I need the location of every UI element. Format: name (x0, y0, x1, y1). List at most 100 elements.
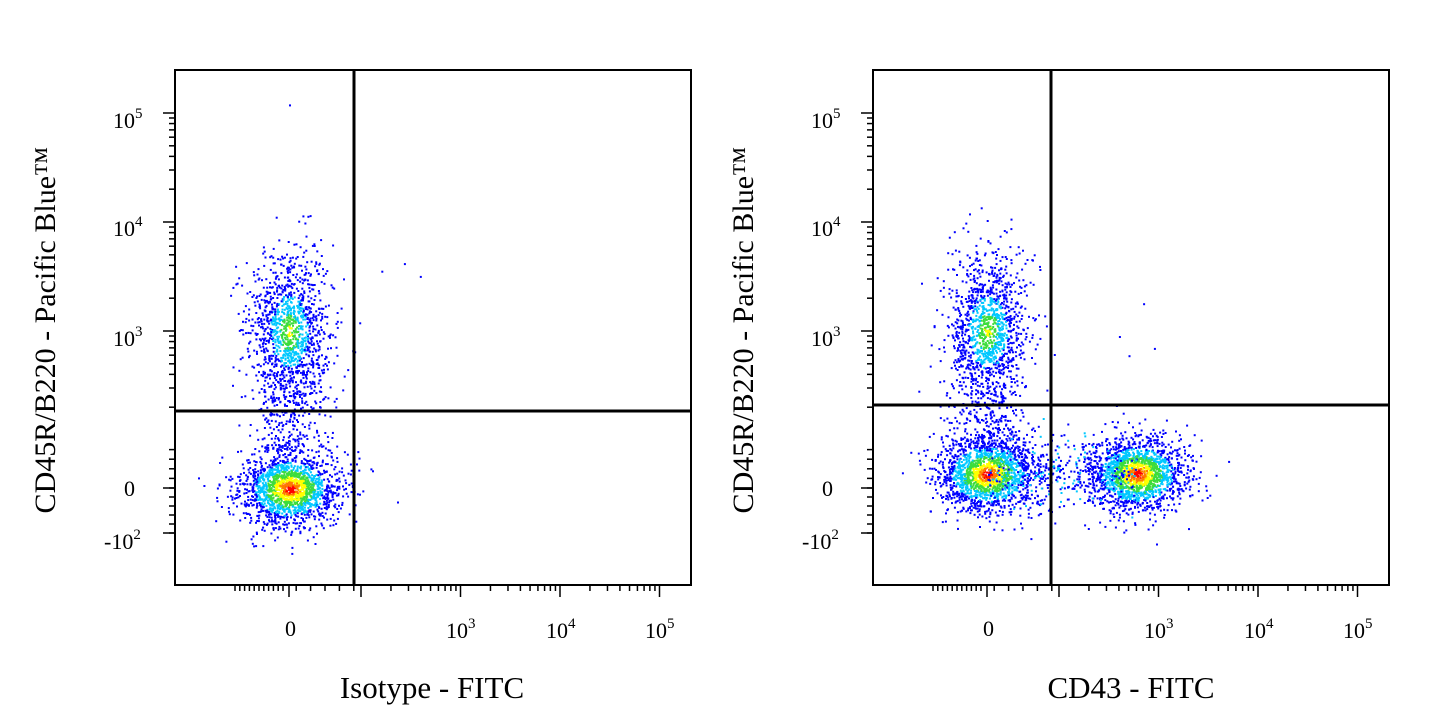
event-dot (262, 414, 265, 417)
event-dot (1008, 316, 1011, 319)
event-dot (1009, 274, 1012, 277)
event-dot (954, 308, 957, 311)
event-dot (312, 364, 315, 367)
event-dot (307, 215, 310, 218)
event-dot (280, 315, 283, 318)
event-dot (277, 429, 280, 432)
event-dot (1000, 336, 1003, 339)
event-dot (282, 496, 285, 499)
event-dot (972, 379, 974, 381)
event-dot (1005, 291, 1008, 294)
event-dot (267, 499, 269, 502)
event-dot (993, 272, 996, 275)
event-dot (269, 286, 271, 289)
event-dot (968, 297, 970, 300)
event-dot (298, 322, 300, 324)
event-dot (276, 480, 279, 483)
event-dot (983, 321, 986, 324)
event-dot (276, 358, 279, 361)
event-dot (321, 515, 324, 518)
event-dot (281, 335, 284, 338)
event-dot (327, 504, 330, 506)
event-dot (307, 454, 310, 457)
event-dot (994, 363, 997, 366)
event-dot (918, 390, 921, 393)
event-dot (1016, 380, 1019, 383)
event-dot (290, 465, 293, 468)
event-dot (313, 245, 316, 247)
event-dot (254, 499, 257, 502)
event-dot (1003, 366, 1006, 369)
event-dot (256, 533, 258, 535)
event-dot (287, 321, 290, 324)
event-dot (309, 317, 312, 320)
event-dot (334, 336, 337, 339)
event-dot (320, 480, 323, 483)
event-dot (274, 518, 277, 521)
event-dot (962, 346, 965, 349)
event-dot (306, 501, 309, 504)
event-dot (277, 437, 280, 440)
event-dot (310, 487, 313, 490)
event-dot (979, 327, 982, 330)
y-tick-label: 105 (113, 106, 143, 133)
event-dot (299, 306, 302, 309)
event-dot (295, 393, 298, 395)
event-dot (259, 504, 262, 507)
event-dot (945, 449, 948, 452)
event-dot (286, 296, 289, 298)
event-dot (306, 373, 309, 376)
event-dot (313, 475, 316, 478)
event-dot (272, 354, 275, 357)
event-dot (1044, 477, 1047, 480)
event-dot (312, 487, 315, 490)
event-dot (285, 466, 288, 469)
event-dot (312, 354, 315, 357)
event-dot (1005, 438, 1008, 440)
event-dot (268, 488, 271, 491)
event-dot (1014, 302, 1017, 305)
event-dot (1013, 282, 1015, 285)
event-dot (275, 344, 278, 347)
event-dot (274, 499, 277, 502)
event-dot (257, 499, 260, 501)
event-dot (955, 330, 958, 333)
event-dot (958, 345, 961, 348)
event-dot (984, 357, 987, 360)
event-dot (929, 482, 932, 485)
event-dot (1012, 365, 1014, 368)
event-dot (289, 434, 291, 437)
event-dot (320, 484, 323, 487)
event-dot (1010, 348, 1013, 351)
event-dot (957, 358, 960, 360)
event-dot (975, 297, 978, 300)
event-dot (304, 481, 307, 484)
event-dot (976, 290, 979, 293)
event-dot (320, 522, 323, 525)
event-dot (277, 337, 280, 340)
event-dot (997, 362, 1000, 365)
event-dot (267, 475, 269, 477)
event-dot (305, 377, 308, 380)
event-dot (1005, 294, 1008, 297)
event-dot (295, 495, 297, 498)
event-dot (254, 478, 257, 481)
event-dot (246, 483, 249, 486)
event-dot (975, 257, 978, 260)
event-dot (996, 323, 999, 326)
event-dot (334, 503, 337, 506)
event-dot (279, 508, 281, 511)
event-dot (277, 505, 279, 508)
event-dot (1015, 339, 1018, 342)
event-dot (953, 268, 956, 271)
event-dot (970, 393, 973, 396)
event-dot (961, 408, 964, 411)
event-dot (289, 502, 292, 505)
event-dot (1002, 274, 1005, 277)
event-dot (262, 490, 265, 493)
event-dot (264, 474, 267, 477)
panel-isotype: -102 0 103 104 105 0 103 104 105 CD45R/B… (29, 69, 692, 705)
event-dot (972, 310, 975, 313)
event-dot (994, 330, 997, 332)
quadrant-gate (175, 70, 691, 585)
